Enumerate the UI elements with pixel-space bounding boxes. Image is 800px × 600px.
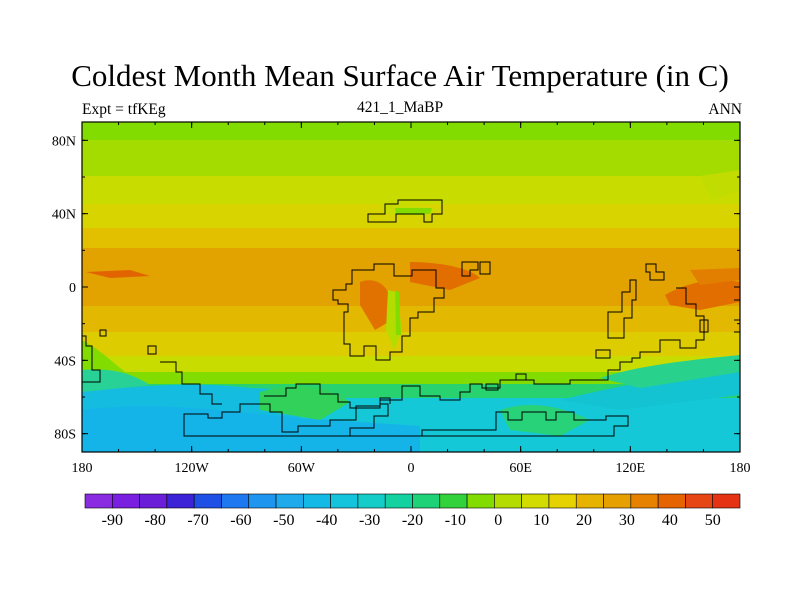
colorbar-swatch — [494, 493, 522, 509]
colorbar-swatch — [111, 493, 140, 509]
land-outlines — [82, 199, 740, 437]
y-tick-label: 80S — [54, 428, 76, 443]
y-tick-label: 80N — [52, 134, 76, 149]
colorbar-label: -10 — [445, 512, 466, 529]
colorbar-swatch — [384, 493, 413, 509]
colorbar-labels: -90 -80 -70 -60 -50 -40 -30 -20 -10 0 10 20 30 40 50 — [102, 512, 721, 529]
colorbar-swatch — [330, 493, 359, 509]
colorbar-swatch — [248, 493, 277, 509]
band-high-north — [82, 140, 740, 176]
season-label: ANN — [708, 101, 742, 118]
band-subtrop-south — [82, 332, 740, 356]
coastline — [645, 263, 665, 281]
band-polar-north — [82, 122, 740, 140]
experiment-label: Expt = tfKEg — [82, 101, 166, 118]
colorbar-swatch — [630, 493, 659, 509]
colorbar-swatch — [439, 493, 468, 509]
colorbar-label: -60 — [230, 512, 251, 529]
band-north-warm — [82, 228, 740, 248]
colorbar-swatch — [139, 493, 168, 509]
coastline — [595, 349, 611, 359]
colorbar-label: -70 — [187, 512, 208, 529]
coastline — [607, 279, 637, 339]
colorbar-swatch — [275, 493, 304, 509]
colorbar-swatch — [221, 493, 250, 509]
colorbar-label: 40 — [662, 512, 678, 529]
colorbar-label: 50 — [705, 512, 721, 529]
coastline — [160, 361, 222, 405]
coastline — [183, 413, 208, 436]
coastline — [183, 287, 705, 437]
x-tick-label: 60W — [288, 461, 316, 476]
colorbar-label: -40 — [316, 512, 337, 529]
colorbar-swatch — [657, 493, 686, 509]
band-mid-south — [82, 356, 740, 372]
band-cool-south — [82, 372, 740, 384]
axis-ticks: 180 120W 60W 0 60E 120E 180 80N 40N 0 40S 80S — [52, 122, 751, 476]
time-label: 421_1_MaBP — [356, 99, 444, 116]
x-tick-label: 60E — [509, 461, 532, 476]
y-tick-label: 40N — [52, 208, 76, 223]
colorbar-swatch — [193, 493, 222, 509]
band-mid-north — [82, 176, 740, 204]
coastline — [147, 345, 157, 355]
x-tick-label: 180 — [72, 461, 93, 476]
colorbar-swatch — [575, 493, 604, 509]
colorbar-label: -80 — [145, 512, 166, 529]
colorbar-swatch — [712, 493, 741, 509]
temperature-field — [82, 122, 740, 452]
coastline — [367, 199, 443, 223]
x-tick-label: 0 — [408, 461, 415, 476]
colorbar-swatch — [84, 493, 113, 509]
coastline — [485, 383, 499, 391]
coastline — [699, 319, 709, 333]
colorbar-label: 0 — [494, 512, 502, 529]
coastline — [332, 263, 445, 361]
coastline — [264, 383, 391, 409]
colorbar-swatches — [84, 493, 741, 509]
colorbar-label: -20 — [402, 512, 423, 529]
coastline — [99, 329, 107, 337]
coastline — [479, 261, 491, 275]
colorbar-swatch — [412, 493, 441, 509]
y-tick-label: 40S — [54, 354, 76, 369]
colorbar-label: 30 — [619, 512, 635, 529]
colorbar-swatch — [166, 493, 195, 509]
x-tick-label: 120E — [616, 461, 646, 476]
coastline — [515, 373, 527, 381]
colorbar-label: -30 — [359, 512, 380, 529]
colorbar-swatch — [685, 493, 714, 509]
coastline — [82, 335, 101, 383]
colorbar-label: -50 — [273, 512, 294, 529]
colorbar-label: -90 — [102, 512, 123, 529]
y-tick-label: 0 — [69, 281, 76, 296]
colorbar-label: 20 — [576, 512, 592, 529]
band-south-warm — [82, 306, 740, 332]
coastline — [461, 261, 479, 277]
colorbar-swatch — [548, 493, 577, 509]
coastline — [734, 299, 740, 333]
colorbar-swatch — [521, 493, 550, 509]
x-tick-label: 180 — [730, 461, 751, 476]
colorbar-swatch — [357, 493, 386, 509]
colorbar-swatch — [303, 493, 331, 509]
colorbar-label: 10 — [533, 512, 549, 529]
colorbar-swatch — [466, 493, 495, 509]
x-tick-label: 120W — [175, 461, 210, 476]
colorbar-swatch — [603, 493, 632, 509]
chart-title: Coldest Month Mean Surface Air Temperatu… — [71, 58, 729, 93]
